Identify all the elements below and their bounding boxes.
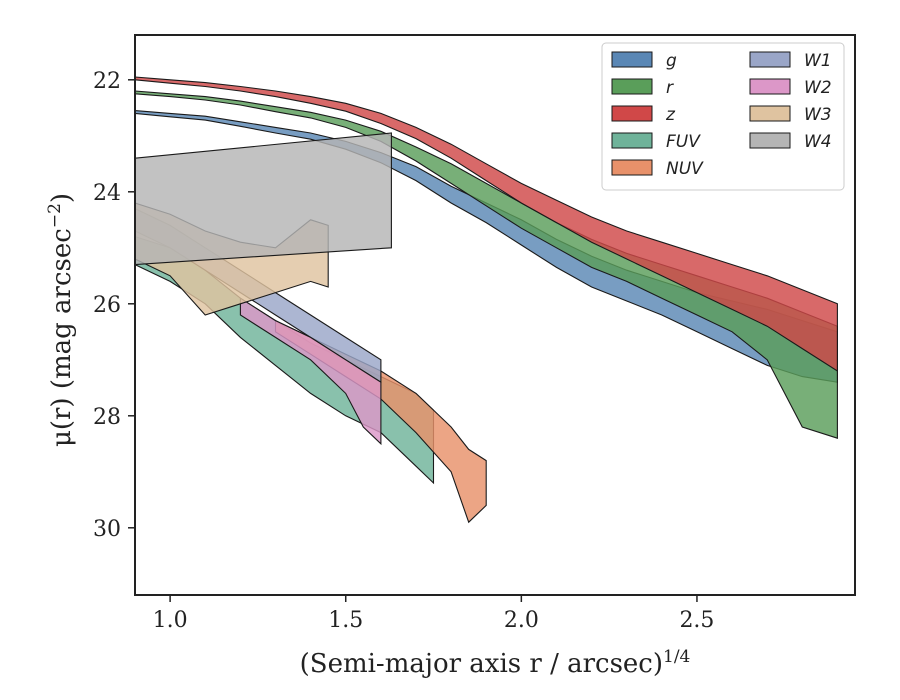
band-z bbox=[135, 76, 838, 373]
x-axis-title: (Semi-major axis r / arcsec)1/4 bbox=[300, 647, 691, 679]
y-tick-label: 22 bbox=[93, 69, 121, 94]
legend-swatch-g bbox=[611, 51, 653, 68]
band-w4 bbox=[135, 132, 392, 266]
legend-label-z: z bbox=[665, 105, 676, 125]
legend-label-w1: W1 bbox=[804, 51, 832, 71]
legend: grz FUV NUV W1 W2 W3 W4 bbox=[601, 42, 845, 191]
x-axis: 1.0 1.5 2.0 2.5 bbox=[153, 595, 714, 633]
legend-swatch-fuv bbox=[611, 132, 653, 149]
legend-swatch-w3 bbox=[749, 105, 791, 122]
plot-area bbox=[135, 76, 838, 524]
y-tick-label: 24 bbox=[93, 181, 121, 206]
x-tick-label: 2.0 bbox=[504, 608, 539, 633]
y-axis: 22 24 26 28 30 bbox=[93, 69, 135, 542]
legend-swatch-w2 bbox=[749, 78, 791, 95]
legend-label-g: g bbox=[666, 51, 677, 71]
legend-label-fuv: FUV bbox=[666, 132, 701, 152]
y-tick-label: 30 bbox=[93, 517, 121, 542]
legend-label-w2: W2 bbox=[804, 78, 832, 98]
legend-swatch-w1 bbox=[749, 51, 791, 68]
legend-label-w4: W4 bbox=[804, 132, 832, 152]
x-tick-label: 1.5 bbox=[328, 608, 363, 633]
band-r bbox=[135, 90, 838, 439]
y-axis-title: μ(r) (mag arcsec−2) bbox=[45, 193, 77, 447]
legend-swatch-r bbox=[611, 78, 653, 95]
legend-swatch-nuv bbox=[611, 159, 653, 176]
y-tick-label: 28 bbox=[93, 405, 121, 430]
legend-swatch-w4 bbox=[749, 132, 791, 149]
axes-frame bbox=[134, 34, 856, 596]
legend-swatch-z bbox=[611, 105, 653, 122]
band-w2 bbox=[239, 297, 382, 446]
legend-label-nuv: NUV bbox=[666, 159, 704, 179]
x-tick-label: 2.5 bbox=[679, 608, 714, 633]
y-tick-label: 26 bbox=[93, 293, 121, 318]
x-tick-label: 1.0 bbox=[153, 608, 188, 633]
legend-label-r: r bbox=[666, 78, 674, 98]
legend-label-w3: W3 bbox=[804, 105, 832, 125]
